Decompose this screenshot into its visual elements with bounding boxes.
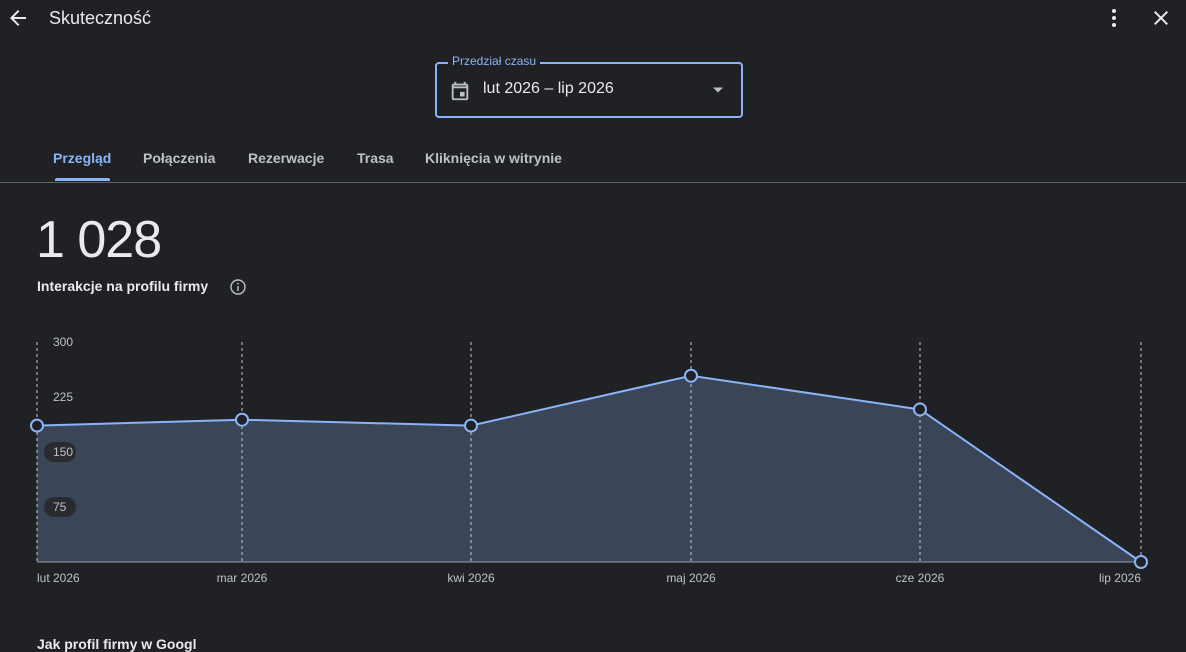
info-icon[interactable] — [229, 278, 247, 296]
active-tab-indicator — [55, 178, 110, 181]
dropdown-arrow-icon — [713, 87, 723, 93]
interactions-label: Interakcje na profilu firmy — [37, 278, 209, 294]
calendar-icon — [451, 81, 469, 101]
chart-area-fill — [37, 375, 1141, 562]
page-title: Skuteczność — [49, 8, 152, 28]
interactions-chart: 300 225 150 75 lut 2026 mar 2026 kwi 2026 maj 2… — [30, 335, 1148, 585]
bottom-section-title: Jak profil firmy w Googl — [37, 636, 197, 652]
chart-series-line — [36, 374, 1142, 563]
x-tick-label: lut 2026 — [37, 571, 80, 585]
tab-polaczenia[interactable]: Połączenia — [143, 150, 216, 166]
chart-data-point — [464, 418, 478, 433]
x-tick-label: cze 2026 — [896, 571, 945, 585]
tab-bar: Przegląd Połączenia Rezerwacje Trasa Kli… — [0, 140, 1186, 182]
chart-data-point — [235, 412, 249, 427]
close-button[interactable] — [1149, 6, 1173, 30]
back-button[interactable] — [6, 6, 30, 30]
tab-przeglad[interactable]: Przegląd — [53, 150, 112, 166]
y-tick-label: 300 — [53, 335, 73, 349]
more-vert-icon — [1112, 9, 1116, 27]
x-tick-label: kwi 2026 — [447, 571, 495, 585]
y-tick-label: 225 — [53, 390, 73, 404]
date-range-label: Przedział czasu — [448, 54, 541, 68]
y-tick-label-bg — [44, 497, 76, 517]
arrow-back-icon — [10, 10, 26, 26]
chart-data-point — [684, 368, 698, 383]
x-tick-label: lip 2026 — [1099, 571, 1141, 585]
x-tick-label: maj 2026 — [666, 571, 716, 585]
tab-rezerwacje[interactable]: Rezerwacje — [248, 150, 325, 166]
top-bar: Skuteczność — [0, 0, 1186, 38]
date-range-select[interactable]: Przedział czasu lut 2026 – lip 2026 — [435, 54, 743, 118]
chart-data-point — [30, 418, 44, 433]
close-icon — [1154, 11, 1168, 25]
tab-trasa[interactable]: Trasa — [357, 150, 394, 166]
interactions-total: 1 028 — [36, 211, 162, 269]
tab-klikniecia-w-witrynie[interactable]: Kliknięcia w witrynie — [425, 150, 562, 166]
y-tick-label: 75 — [53, 500, 67, 514]
chart-data-point — [1134, 555, 1148, 569]
y-tick-label: 150 — [53, 445, 73, 459]
more-options-button[interactable] — [1102, 6, 1126, 30]
date-range-value: lut 2026 – lip 2026 — [483, 80, 614, 97]
tabs-divider — [0, 182, 1186, 183]
chart-data-point — [913, 402, 927, 417]
y-tick-label-bg — [44, 442, 76, 462]
x-tick-label: mar 2026 — [217, 571, 268, 585]
